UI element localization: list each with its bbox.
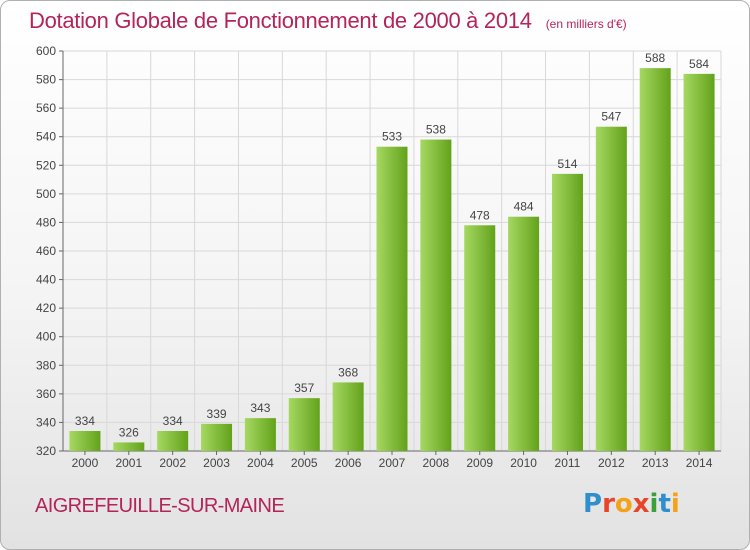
y-tick-label: 440 (36, 273, 56, 287)
data-labels: 334 326 334 339 343 357 368 533 538 478 484 514 547 5… (75, 51, 709, 439)
chart-unit: (en milliers d'€) (545, 17, 627, 31)
y-tick-label: 480 (36, 215, 56, 229)
chart-title: Dotation Globale de Fonctionnement de 20… (29, 8, 532, 33)
x-tick-label: 2002 (159, 456, 186, 470)
x-tick-label: 2007 (379, 456, 406, 470)
logo-letter: i (670, 489, 680, 519)
bar (595, 126, 627, 451)
bar (201, 423, 233, 451)
x-tick-label: 2013 (642, 456, 669, 470)
x-tick-label: 2014 (686, 456, 713, 470)
bar (639, 68, 671, 452)
bar (244, 418, 276, 451)
y-tick-label: 460 (36, 244, 56, 258)
x-tick-label: 2005 (291, 456, 318, 470)
bars (69, 68, 715, 452)
bar (332, 382, 364, 451)
x-tick-label: 2000 (72, 456, 99, 470)
y-tick-label: 600 (36, 44, 56, 58)
place-name: AIGREFEUILLE-SUR-MAINE (35, 495, 285, 517)
y-tick-label: 340 (36, 415, 56, 429)
bar (420, 139, 452, 452)
data-label: 339 (207, 407, 227, 421)
bar (113, 442, 145, 451)
y-tick-label: 420 (36, 301, 56, 315)
data-label: 478 (470, 208, 490, 222)
bar (683, 73, 715, 451)
y-tick-label: 560 (36, 101, 56, 115)
data-label: 538 (426, 123, 446, 137)
y-tick-label: 500 (36, 187, 56, 201)
data-label: 547 (601, 110, 621, 124)
x-tick-label: 2012 (598, 456, 625, 470)
y-tick-label: 540 (36, 130, 56, 144)
x-tick-label: 2001 (115, 456, 142, 470)
logo-letter: o (614, 489, 633, 519)
y-tick-label: 360 (36, 387, 56, 401)
bar (464, 225, 496, 451)
y-tick-label: 520 (36, 158, 56, 172)
logo-letter: P (583, 489, 603, 519)
bar (551, 173, 583, 451)
x-tick-label: 2006 (335, 456, 362, 470)
proxiti-logo[interactable]: Proxiti (583, 489, 680, 519)
bar (157, 431, 189, 451)
data-label: 334 (75, 414, 95, 428)
data-label: 368 (338, 365, 358, 379)
data-label: 588 (645, 51, 665, 65)
x-tick-label: 2008 (423, 456, 450, 470)
data-label: 343 (250, 401, 270, 415)
data-label: 533 (382, 130, 402, 144)
y-tick-label: 380 (36, 358, 56, 372)
x-tick-label: 2009 (466, 456, 493, 470)
y-tick-label: 320 (36, 444, 56, 458)
data-label: 357 (294, 381, 314, 395)
data-label: 334 (163, 414, 183, 428)
y-tick-label: 400 (36, 330, 56, 344)
logo-letter: i (649, 489, 659, 519)
x-tick-label: 2003 (203, 456, 230, 470)
y-tick-label: 580 (36, 73, 56, 87)
logo-letter: r (602, 489, 615, 519)
x-tick-label: 2010 (510, 456, 537, 470)
x-tick-label: 2004 (247, 456, 274, 470)
bar (508, 216, 540, 451)
data-label: 584 (689, 57, 709, 71)
x-tick-label: 2011 (555, 456, 581, 470)
chart-title-block: Dotation Globale de Fonctionnement de 20… (29, 8, 627, 34)
bar (376, 146, 408, 451)
data-label: 326 (119, 425, 139, 439)
logo-letter: x (632, 489, 650, 519)
bar (288, 398, 320, 451)
logo-letter: t (658, 489, 671, 519)
data-label: 514 (557, 157, 577, 171)
data-label: 484 (514, 200, 534, 214)
bar (69, 431, 101, 451)
